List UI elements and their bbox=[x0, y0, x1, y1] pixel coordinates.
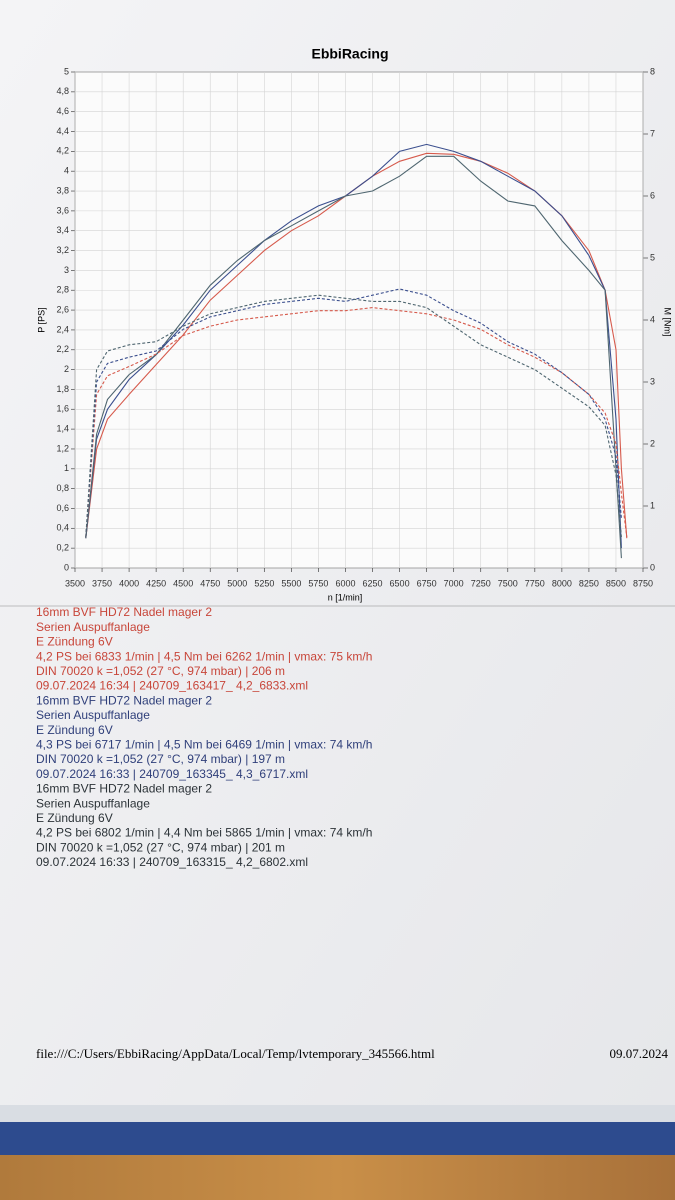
run-info-line: 09.07.2024 16:33 | 240709_163315_ 4,2_68… bbox=[36, 855, 308, 869]
y-tick-label: 3,8 bbox=[56, 185, 69, 195]
y-tick-label: 1,2 bbox=[56, 443, 69, 453]
y-tick-label: 4,4 bbox=[56, 126, 69, 136]
run-info-line: DIN 70020 k =1,052 (27 °C, 974 mbar) | 1… bbox=[36, 752, 285, 766]
y-tick-label: 4 bbox=[64, 166, 69, 176]
y2-tick-label: 0 bbox=[650, 562, 655, 572]
torque-line bbox=[85, 294, 622, 538]
y-tick-label: 1,6 bbox=[56, 404, 69, 414]
x-tick-label: 8500 bbox=[606, 578, 626, 588]
x-tick-label: 6000 bbox=[335, 578, 355, 588]
x-tick-label: 7000 bbox=[444, 578, 464, 588]
y2-tick-label: 7 bbox=[650, 128, 655, 138]
footer-path: file:///C:/Users/EbbiRacing/AppData/Loca… bbox=[36, 1046, 435, 1061]
run-info-line: 16mm BVF HD72 Nadel mager 2 bbox=[36, 782, 212, 796]
y-tick-label: 2,6 bbox=[56, 304, 69, 314]
x-tick-label: 8750 bbox=[633, 578, 653, 588]
plot-area bbox=[74, 71, 644, 569]
run-info-line: E Zündung 6V bbox=[36, 635, 113, 649]
y-tick-label: 2,4 bbox=[56, 324, 69, 334]
y-tick-label: 1,8 bbox=[56, 384, 69, 394]
y-tick-label: 3 bbox=[64, 265, 69, 275]
x-tick-label: 7750 bbox=[525, 578, 545, 588]
x-tick-label: 7250 bbox=[471, 578, 491, 588]
y-tick-label: 0,2 bbox=[56, 543, 69, 553]
run-info-line: E Zündung 6V bbox=[36, 811, 113, 825]
y2-tick-label: 1 bbox=[650, 500, 655, 510]
y-tick-label: 1,4 bbox=[56, 423, 69, 433]
y-tick-label: 4,2 bbox=[56, 146, 69, 156]
y-tick-label: 2,2 bbox=[56, 344, 69, 354]
y-tick-label: 0,8 bbox=[56, 483, 69, 493]
x-tick-label: 3750 bbox=[92, 578, 112, 588]
run-info-line: DIN 70020 k =1,052 (27 °C, 974 mbar) | 2… bbox=[36, 840, 285, 854]
x-tick-label: 4750 bbox=[200, 578, 220, 588]
x-tick-label: 3500 bbox=[65, 578, 85, 588]
x-tick-label: 4250 bbox=[146, 578, 166, 588]
y-tick-label: 0,6 bbox=[56, 503, 69, 513]
power-line bbox=[85, 143, 622, 549]
y-tick-label: 0 bbox=[64, 562, 69, 572]
x-tick-label: 6750 bbox=[417, 578, 437, 588]
footer-date: 09.07.2024 bbox=[610, 1046, 669, 1061]
x-axis-label: n [1/min] bbox=[328, 592, 363, 602]
y-tick-label: 2 bbox=[64, 364, 69, 374]
x-tick-label: 5750 bbox=[308, 578, 328, 588]
x-tick-label: 5250 bbox=[254, 578, 274, 588]
y2-tick-label: 3 bbox=[650, 376, 655, 386]
x-tick-label: 4500 bbox=[173, 578, 193, 588]
y-tick-label: 2,8 bbox=[56, 285, 69, 295]
run-info-line: 4,2 PS bei 6833 1/min | 4,5 Nm bei 6262 … bbox=[36, 649, 372, 663]
run-info-line: E Zündung 6V bbox=[36, 723, 113, 737]
x-tick-label: 5000 bbox=[227, 578, 247, 588]
x-tick-label: 7500 bbox=[498, 578, 518, 588]
x-tick-label: 5500 bbox=[281, 578, 301, 588]
x-tick-label: 6250 bbox=[363, 578, 383, 588]
run-info-line: 09.07.2024 16:33 | 240709_163345_ 4,3_67… bbox=[36, 767, 308, 781]
x-tick-label: 6500 bbox=[390, 578, 410, 588]
x-tick-label: 4000 bbox=[119, 578, 139, 588]
y2-tick-label: 5 bbox=[650, 252, 655, 262]
y2-tick-label: 8 bbox=[650, 66, 655, 76]
torque-line bbox=[85, 288, 622, 538]
run-info-line: Serien Auspuffanlage bbox=[36, 708, 150, 722]
run-info-line: 09.07.2024 16:34 | 240709_163417_ 4,2_68… bbox=[36, 679, 308, 693]
y2-tick-label: 2 bbox=[650, 438, 655, 448]
run-info-line: Serien Auspuffanlage bbox=[36, 796, 150, 810]
paper-edge bbox=[0, 1100, 675, 1122]
run-info-line: 4,2 PS bei 6802 1/min | 4,4 Nm bei 5865 … bbox=[36, 826, 372, 840]
y2-axis-label: M [Nm] bbox=[663, 308, 673, 337]
y2-tick-label: 6 bbox=[650, 190, 655, 200]
run-info-line: DIN 70020 k =1,052 (27 °C, 974 mbar) | 2… bbox=[36, 664, 285, 678]
y-tick-label: 4,6 bbox=[56, 106, 69, 116]
y2-tick-label: 4 bbox=[650, 314, 655, 324]
y-tick-label: 4,8 bbox=[56, 86, 69, 96]
y-tick-label: 3,2 bbox=[56, 245, 69, 255]
y-axis-label: P [PS] bbox=[36, 307, 46, 332]
run-info-line: Serien Auspuffanlage bbox=[36, 620, 150, 634]
run-info-line: 16mm BVF HD72 Nadel mager 2 bbox=[36, 693, 212, 707]
y-tick-label: 1 bbox=[64, 463, 69, 473]
y-tick-label: 0,4 bbox=[56, 523, 69, 533]
run-info-line: 4,3 PS bei 6717 1/min | 4,5 Nm bei 6469 … bbox=[36, 737, 372, 751]
x-tick-label: 8250 bbox=[579, 578, 599, 588]
y-tick-label: 5 bbox=[64, 66, 69, 76]
power-line bbox=[85, 155, 622, 559]
run-info-line: 16mm BVF HD72 Nadel mager 2 bbox=[36, 605, 212, 619]
y-tick-label: 3,4 bbox=[56, 225, 69, 235]
chart-title: EbbiRacing bbox=[311, 46, 388, 62]
x-tick-label: 8000 bbox=[552, 578, 572, 588]
y-tick-label: 3,6 bbox=[56, 205, 69, 215]
